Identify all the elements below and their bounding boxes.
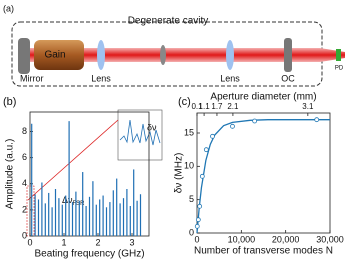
aperture — [160, 45, 166, 65]
data-point — [194, 223, 200, 229]
y-tick-label: 4 — [22, 178, 27, 188]
fit-curve — [196, 119, 330, 234]
x2-axis-title: Aperture diameter (mm) — [210, 92, 316, 103]
zoom-line — [27, 119, 119, 201]
gain-medium — [34, 40, 84, 70]
oc-label: OC — [281, 73, 295, 83]
inset-trace — [119, 119, 161, 146]
data-point — [197, 203, 203, 209]
y-tick-label: 0 — [22, 230, 27, 240]
y-tick-label: 5 — [189, 194, 194, 204]
y-tick-label: 6 — [22, 152, 27, 162]
x2-tick-label: 2.1 — [227, 102, 239, 111]
mirror-label: Mirror — [20, 73, 44, 83]
gain-label: Gain — [44, 50, 65, 61]
y-tick-label: 2 — [22, 204, 27, 214]
x2-tick-label: 1.7 — [211, 102, 223, 111]
x2-tick-label: 3.1 — [302, 102, 314, 111]
y-axis-title: Amplitude (a.u.) — [5, 139, 16, 210]
x-tick-label: 30,000 — [316, 234, 344, 244]
y-tick-label: 0 — [189, 227, 194, 237]
data-point — [199, 173, 205, 179]
lens — [226, 40, 234, 70]
x2-tick-label: 0.1 — [191, 102, 203, 111]
data-point — [195, 217, 201, 223]
x-axis-title: Number of transverse modes N — [194, 246, 333, 257]
y-tick-label: 10 — [184, 161, 194, 171]
data-point — [203, 147, 209, 153]
panel-c: (c) 0 10,000 20,000 30,000 0 5 10 15 0.11.1 1.7 2.… — [174, 92, 344, 257]
annotation-text: Δν — [62, 195, 73, 205]
panel-label: (b) — [3, 96, 16, 108]
x-tick-label: 10,000 — [228, 234, 256, 244]
x-axis-title: Beating frequency (GHz) — [34, 249, 144, 260]
zoom-box — [26, 185, 35, 237]
lens — [97, 40, 105, 70]
x-tick-label: 0 — [27, 237, 32, 247]
pd-label: PD — [335, 66, 344, 72]
data-point — [230, 123, 235, 129]
photodetector — [336, 49, 341, 61]
x2-tick-label: 1.1 — [199, 102, 211, 111]
panel-a: (a) Degenerate cavity Gain Mirror Lens L… — [3, 3, 345, 87]
lens-label: Lens — [220, 73, 240, 83]
mirror — [18, 38, 30, 74]
data-point — [210, 133, 215, 139]
data-point — [252, 118, 258, 124]
x-tick-label: 2 — [95, 237, 100, 247]
x-tick-label: 1 — [61, 237, 66, 247]
inset-label: δν — [147, 122, 157, 132]
x-tick-label: 3 — [129, 237, 134, 247]
lens-label: Lens — [91, 73, 111, 83]
plot-frame — [196, 112, 331, 234]
x-tick-label: 20,000 — [272, 234, 300, 244]
cavity-label: Degenerate cavity — [128, 16, 209, 27]
panel-label: (a) — [3, 3, 14, 13]
data-point — [314, 117, 320, 123]
x-tick-label: 0 — [194, 234, 199, 244]
y-axis-title: δν (MHz) — [174, 153, 185, 194]
y-tick-label: 15 — [184, 127, 194, 137]
panel-label: (c) — [178, 96, 191, 108]
y-tick-label: 8 — [22, 126, 27, 136]
output-coupler — [284, 38, 292, 72]
